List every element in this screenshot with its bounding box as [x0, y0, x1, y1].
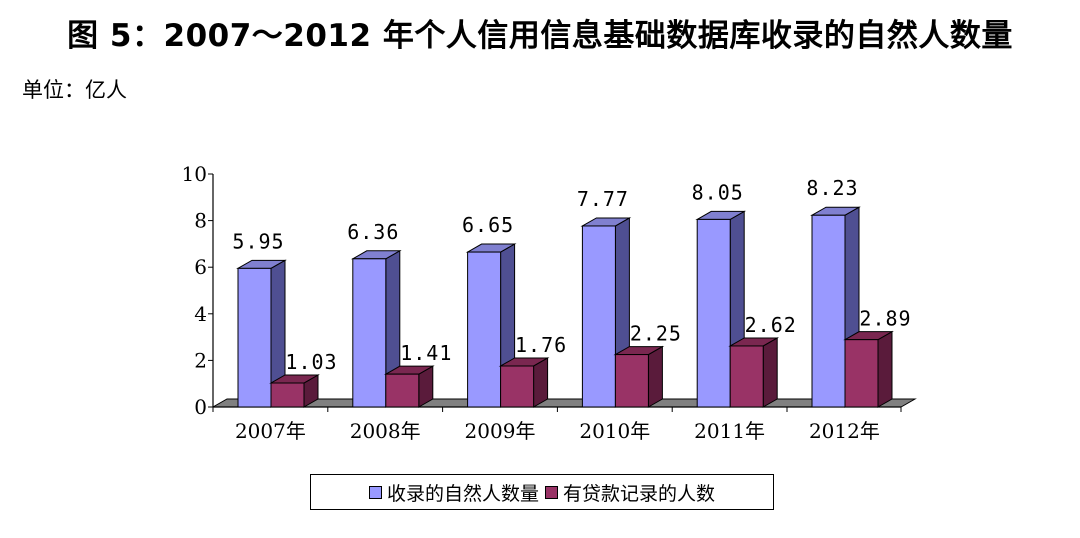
data-label-series-2-6: 2.89 [859, 307, 911, 331]
unit-label: 单位：亿人 [22, 78, 127, 102]
legend-label-series-2: 有贷款记录的人数 [563, 482, 716, 505]
x-tick-label: 2008年 [350, 419, 421, 443]
bar-series-2-6 [844, 339, 879, 408]
bar-series-1-4 [581, 225, 616, 408]
bar-series-1-3 [467, 251, 502, 408]
x-tick-label: 2007年 [235, 419, 306, 443]
bar-series-2-5-side [762, 337, 778, 408]
data-label-series-1-2: 6.36 [347, 220, 399, 244]
data-label-series-1-6: 8.23 [806, 176, 858, 200]
y-tick-label: 8 [194, 209, 207, 233]
legend-label-series-1: 收录的自然人数量 [386, 482, 539, 505]
chart-floor [211, 398, 917, 408]
bar-series-2-3 [500, 365, 535, 408]
x-tick-label: 2011年 [694, 419, 765, 443]
y-tick-label: 6 [194, 255, 207, 279]
data-label-series-2-4: 2.25 [630, 322, 682, 346]
y-tick-label: 2 [194, 348, 207, 372]
x-tick-label: 2010年 [579, 419, 650, 443]
legend-item-series-2: 有贷款记录的人数 [545, 479, 715, 506]
x-tick-label: 2009年 [465, 419, 536, 443]
data-label-series-2-2: 1.41 [400, 341, 452, 365]
x-tick-label: 2012年 [809, 419, 880, 443]
bar-series-2-4 [614, 354, 649, 408]
legend-swatch-series-1 [368, 485, 382, 499]
bar-series-1-5 [696, 218, 731, 408]
chart-title: 图 5：2007～2012 年个人信用信息基础数据库收录的自然人数量 [67, 18, 1013, 54]
data-label-series-1-4: 7.77 [577, 187, 629, 211]
data-label-series-2-3: 1.76 [515, 333, 567, 357]
legend-item-series-1: 收录的自然人数量 [368, 479, 539, 506]
chart-legend: 收录的自然人数量 有贷款记录的人数 [310, 474, 774, 510]
legend-swatch-series-2 [545, 485, 558, 499]
bar-series-1-2 [352, 258, 387, 408]
data-label-series-2-5: 2.62 [745, 313, 797, 337]
data-label-series-1-5: 8.05 [692, 180, 744, 204]
bar-series-2-6-side [877, 330, 893, 408]
bar-series-1-1 [237, 267, 272, 408]
bar-series-1-6 [811, 214, 846, 408]
bar-series-2-4-side [647, 345, 663, 408]
y-tick-label: 0 [194, 395, 207, 419]
bar-series-2-2 [385, 373, 420, 408]
y-tick-label: 10 [182, 162, 207, 186]
y-tick-label: 4 [194, 302, 207, 326]
data-label-series-2-1: 1.03 [285, 350, 337, 374]
bar-series-2-1 [270, 382, 305, 408]
data-label-series-1-1: 5.95 [232, 229, 284, 253]
bar-series-2-5 [729, 345, 764, 408]
data-label-series-1-3: 6.65 [462, 213, 514, 237]
